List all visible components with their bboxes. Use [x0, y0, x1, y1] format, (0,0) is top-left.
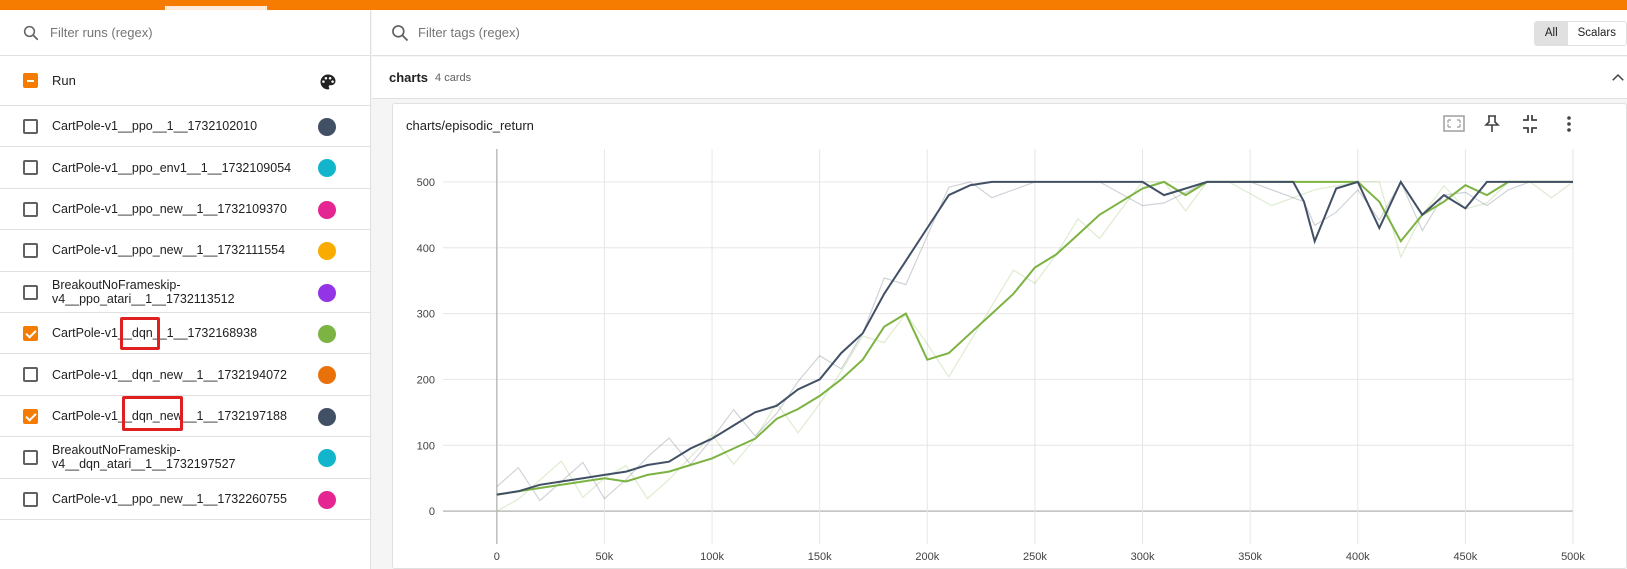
run-color-swatch[interactable] [318, 490, 336, 509]
run-color-swatch[interactable] [318, 200, 336, 219]
run-color-swatch[interactable] [318, 366, 336, 385]
card-group-header[interactable]: charts 4 cards [372, 57, 1627, 99]
run-checkbox[interactable] [23, 160, 38, 176]
x-tick-label: 50k [596, 551, 614, 563]
run-name: BreakoutNoFrameskip-v4__dqn_atari__1__17… [52, 443, 236, 472]
plugin-type-toggle: All Scalars [1533, 21, 1627, 46]
collapse-icon[interactable] [1521, 114, 1539, 134]
search-icon [23, 25, 39, 40]
search-icon [392, 24, 409, 41]
series-raw-line [496, 181, 1574, 512]
x-tick-label: 200k [915, 551, 939, 563]
run-checkbox[interactable] [23, 243, 38, 259]
y-tick-label: 400 [417, 243, 435, 255]
top-app-bar [0, 0, 1627, 10]
pin-icon[interactable] [1484, 114, 1500, 134]
run-name: CartPole-v1__ppo_env1__1__1732109054 [52, 160, 292, 175]
chevron-up-icon[interactable] [1609, 69, 1627, 87]
scalar-card: charts/episodic_return 0 100 200 300 400 500 0… [392, 103, 1627, 569]
run-color-swatch[interactable] [318, 118, 336, 136]
run-list: CartPole-v1__ppo__1__1732102010 CartPole-… [0, 106, 370, 520]
run-checkbox[interactable] [23, 450, 38, 466]
run-color-swatch[interactable] [318, 242, 336, 261]
run-name: CartPole-v1__dqn_new__1__1732194072 [52, 367, 287, 382]
y-tick-label: 200 [417, 374, 435, 386]
x-tick-label: 500k [1561, 551, 1585, 563]
x-tick-label: 0 [494, 551, 500, 563]
line-chart[interactable]: 0 100 200 300 400 500 0 50k 100k 150k 200k 250k 300k… [393, 144, 1626, 564]
x-tick-label: 150k [808, 551, 832, 563]
toggle-all[interactable]: All [1534, 22, 1568, 45]
run-checkbox[interactable] [23, 408, 38, 424]
run-name: CartPole-v1__dqn_new__1__1732197188 [52, 408, 287, 423]
y-tick-label: 300 [417, 309, 435, 321]
x-tick-label: 250k [1023, 551, 1047, 563]
y-tick-label: 500 [417, 177, 435, 189]
run-color-swatch[interactable] [318, 407, 336, 426]
series-line [496, 180, 1573, 496]
run-color-swatch[interactable] [318, 449, 336, 468]
run-filter[interactable]: Filter runs (regex) [0, 10, 370, 56]
group-card-count: 4 cards [435, 71, 472, 84]
run-checkbox[interactable] [23, 284, 38, 300]
x-tick-label: 300k [1131, 551, 1155, 563]
more-vert-icon[interactable] [1565, 114, 1573, 134]
run-color-swatch[interactable] [318, 159, 336, 178]
tag-filter[interactable]: Filter tags (regex) All Scalars [372, 10, 1627, 56]
run-row[interactable]: CartPole-v1__ppo_new__1__1732111554 [0, 230, 370, 272]
run-color-swatch[interactable] [318, 283, 336, 302]
run-column-label: Run [52, 73, 76, 88]
run-row[interactable]: CartPole-v1__ppo_new__1__1732260755 [0, 479, 370, 520]
run-filter-input[interactable]: Filter runs (regex) [50, 25, 153, 40]
run-row[interactable]: CartPole-v1__dqn__1__1732168938 [0, 313, 370, 355]
runs-panel: Filter runs (regex) Run CartPole-v1__ppo… [0, 10, 371, 569]
active-tab-indicator [165, 6, 267, 10]
run-name: CartPole-v1__ppo__1__1732102010 [52, 119, 258, 134]
select-all-checkbox[interactable] [23, 73, 38, 88]
tag-filter-input[interactable]: Filter tags (regex) [418, 25, 520, 40]
x-tick-label: 350k [1238, 551, 1262, 563]
run-row[interactable]: CartPole-v1__ppo_new__1__1732109370 [0, 189, 370, 231]
run-checkbox[interactable] [23, 201, 38, 217]
x-tick-label: 450k [1453, 551, 1477, 563]
palette-icon[interactable] [318, 72, 338, 92]
run-name: CartPole-v1__ppo_new__1__1732109370 [52, 201, 287, 216]
run-row[interactable]: CartPole-v1__ppo_env1__1__1732109054 [0, 147, 370, 189]
fit-domain-icon[interactable] [1443, 114, 1465, 134]
toggle-scalars[interactable]: Scalars [1567, 22, 1626, 45]
card-title: charts/episodic_return [406, 118, 534, 133]
run-name: CartPole-v1__dqn__1__1732168938 [52, 326, 258, 341]
highlight-box [120, 317, 160, 350]
y-tick-label: 0 [429, 506, 435, 518]
run-checkbox[interactable] [23, 367, 38, 383]
runs-table-header: Run [0, 56, 370, 106]
main-panel: Filter tags (regex) All Scalars charts 4… [372, 10, 1627, 569]
group-title: charts [389, 70, 429, 85]
run-checkbox[interactable] [23, 119, 38, 134]
run-row[interactable]: BreakoutNoFrameskip-v4__ppo_atari__1__17… [0, 272, 370, 313]
run-name: CartPole-v1__ppo_new__1__1732260755 [52, 491, 287, 506]
x-tick-label: 400k [1346, 551, 1370, 563]
x-tick-label: 100k [700, 551, 724, 563]
run-name: CartPole-v1__ppo_new__1__1732111554 [52, 243, 286, 258]
y-tick-label: 100 [417, 440, 435, 452]
highlight-box [122, 396, 183, 431]
run-row[interactable]: CartPole-v1__dqn_new__1__1732197188 [0, 396, 370, 438]
run-row[interactable]: CartPole-v1__ppo__1__1732102010 [0, 106, 370, 148]
run-checkbox[interactable] [23, 491, 38, 507]
run-row[interactable]: CartPole-v1__dqn_new__1__1732194072 [0, 354, 370, 396]
run-name: BreakoutNoFrameskip-v4__ppo_atari__1__17… [52, 277, 235, 306]
run-checkbox[interactable] [23, 325, 38, 341]
series-line [496, 179, 1573, 496]
run-color-swatch[interactable] [318, 324, 336, 343]
run-row[interactable]: BreakoutNoFrameskip-v4__dqn_atari__1__17… [0, 437, 370, 479]
